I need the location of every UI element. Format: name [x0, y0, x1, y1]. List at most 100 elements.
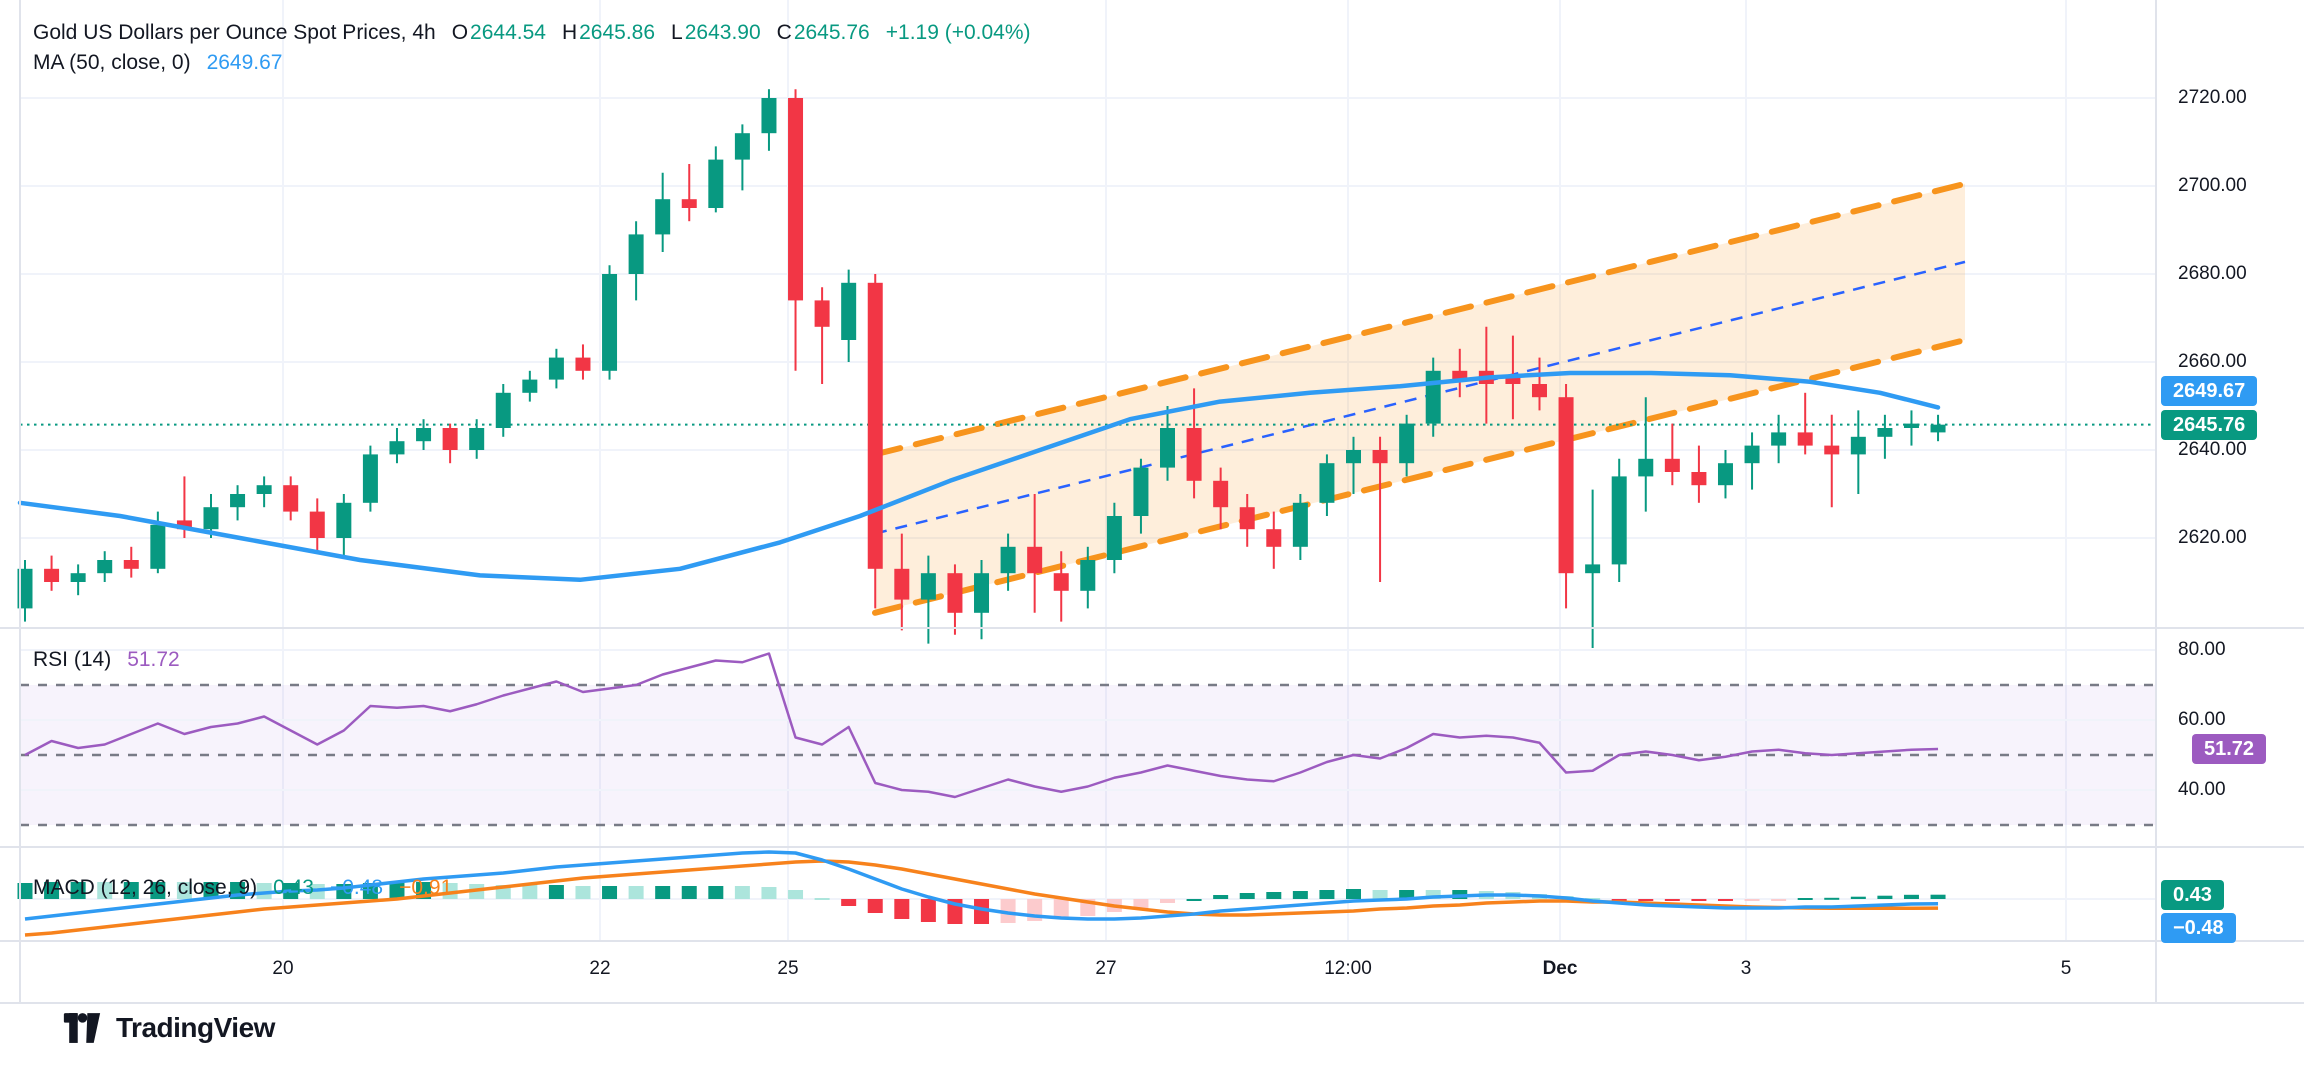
candle	[70, 573, 86, 582]
candle	[1319, 463, 1335, 503]
macd-histogram-bar	[389, 882, 405, 899]
candle	[1346, 450, 1361, 464]
candle	[1824, 445, 1840, 455]
macd-histogram-bar	[974, 899, 990, 924]
candle	[97, 560, 113, 574]
candle	[1292, 502, 1308, 547]
candle	[362, 454, 378, 503]
candle	[1372, 450, 1388, 464]
candle	[1717, 463, 1733, 486]
candle	[469, 428, 485, 450]
macd-histogram-bar	[841, 899, 857, 906]
macd-histogram-bar	[1638, 899, 1654, 901]
candle	[44, 568, 60, 582]
candle	[336, 502, 352, 538]
candle	[947, 573, 963, 613]
candle	[1638, 458, 1654, 477]
candle	[1664, 458, 1680, 472]
macd-histogram-bar	[203, 882, 219, 899]
candle	[1531, 384, 1547, 398]
macd-hist-value: 0.43	[273, 876, 314, 899]
macd-histogram-bar	[1053, 899, 1069, 919]
candle	[442, 428, 458, 450]
trend-channel-upper	[872, 180, 1968, 458]
symbol-legend[interactable]: Gold US Dollars per Ounce Spot Prices, 4…	[33, 21, 1031, 45]
macd-histogram-bar	[548, 885, 564, 899]
macd-histogram-bar	[44, 882, 60, 899]
candle	[1106, 516, 1122, 560]
candle	[602, 274, 618, 371]
macd-histogram-bar	[97, 882, 113, 899]
candle	[655, 199, 671, 235]
price-axis-label: 2700.00	[2178, 175, 2247, 196]
candle	[283, 485, 299, 512]
macd-histogram-bar	[1903, 894, 1919, 899]
candle	[1133, 467, 1149, 516]
time-axis-label: 5	[2060, 958, 2072, 979]
candle	[920, 573, 936, 600]
macd-line-value: −0.48	[329, 876, 384, 899]
candle	[1080, 560, 1096, 591]
rsi-legend[interactable]: RSI (14) 51.72	[33, 648, 180, 672]
candle	[1611, 476, 1627, 565]
macd-legend[interactable]: MACD (12, 26, close, 9) 0.43 −0.48 −0.91	[33, 876, 452, 900]
tradingview-logo[interactable]: TradingView	[58, 1012, 275, 1044]
ma-line	[17, 370, 1941, 583]
candle	[1452, 370, 1468, 380]
candle	[761, 98, 777, 134]
price-axis-label: 2640.00	[2178, 439, 2247, 460]
price-axis-label: 2660.00	[2178, 351, 2247, 372]
macd-histogram-bar	[920, 899, 936, 922]
candle	[309, 511, 325, 538]
macd-histogram-bar	[1372, 890, 1388, 899]
macd-histogram-bar	[1399, 890, 1415, 899]
candle	[1744, 445, 1760, 464]
macd-line-badge: −0.48	[2161, 912, 2236, 943]
candle	[1797, 432, 1813, 446]
candle	[17, 568, 33, 609]
macd-histogram-bar	[867, 899, 883, 913]
candle	[708, 159, 724, 208]
candle	[1266, 529, 1282, 547]
candle	[788, 98, 804, 301]
macd-histogram-bar	[70, 882, 86, 899]
macd-signal-value: −0.91	[399, 876, 453, 899]
macd-histogram-bar	[1160, 899, 1176, 903]
macd-histogram-bar	[1717, 899, 1733, 901]
ma-price-badge: 2649.67	[2161, 375, 2258, 406]
price-axis-label: 2680.00	[2178, 263, 2247, 284]
macd-histogram-bar	[894, 899, 910, 919]
time-axis-label: 25	[777, 958, 799, 979]
candle	[1930, 424, 1946, 433]
ma-legend[interactable]: MA (50, close, 0) 2649.67	[33, 51, 282, 75]
macd-histogram-bar	[681, 886, 697, 899]
price-axis-label: 2720.00	[2178, 87, 2247, 108]
ohlc-low: L 2643.90	[671, 21, 761, 44]
macd-histogram-bar	[1611, 899, 1627, 901]
macd-histogram-bar	[1585, 898, 1601, 900]
candle	[1213, 480, 1229, 508]
macd-histogram-bar	[1266, 892, 1282, 899]
macd-histogram-bar	[1133, 899, 1149, 908]
candle	[1425, 370, 1441, 424]
macd-histogram-bar	[575, 886, 591, 899]
ma-legend-label: MA (50, close, 0)	[33, 51, 191, 74]
macd-histogram-bar	[1877, 895, 1893, 899]
macd-histogram-bar	[1664, 899, 1680, 901]
ohlc-close: C 2645.76	[776, 21, 870, 44]
candle	[1505, 375, 1521, 384]
rsi-value-badge: 51.72	[2192, 733, 2267, 764]
rsi-legend-value: 51.72	[127, 648, 180, 671]
candle	[1160, 428, 1176, 468]
time-axis-label: 27	[1095, 958, 1117, 979]
candle	[841, 282, 857, 340]
candle	[1771, 432, 1787, 446]
macd-histogram-bar	[814, 898, 830, 900]
candle	[1053, 573, 1069, 591]
macd-histogram-bar	[1346, 889, 1361, 899]
macd-histogram-bar	[1797, 898, 1813, 900]
candle	[1850, 436, 1866, 455]
macd-histogram-bar	[1239, 893, 1255, 899]
